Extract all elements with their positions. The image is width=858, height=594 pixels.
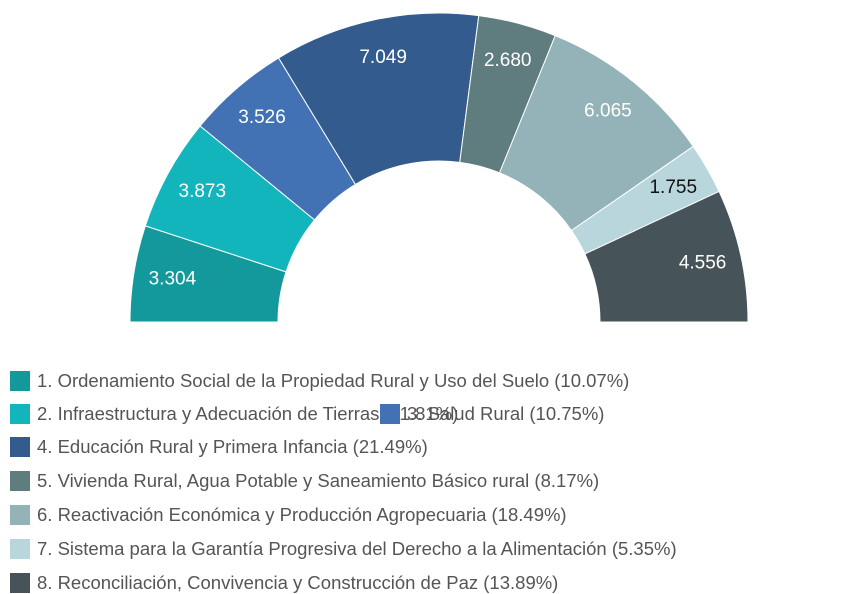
legend-swatch (10, 371, 30, 391)
slice-label: 7.049 (359, 47, 407, 68)
slice-label: 3.873 (179, 181, 227, 202)
legend-text: 2. Infraestructura y Adecuación de Tierr… (37, 403, 458, 424)
legend-swatch (10, 573, 30, 593)
legend-swatch (380, 404, 400, 424)
slice-label: 1.755 (649, 177, 697, 198)
legend-text: 3. Salud Rural (10.75%) (407, 403, 604, 424)
legend-text: 6. Reactivación Económica y Producción A… (37, 504, 567, 525)
slice-label: 6.065 (584, 100, 632, 121)
slice-label: 3.304 (149, 268, 197, 289)
legend-text: 5. Vivienda Rural, Agua Potable y Saneam… (37, 470, 599, 491)
legend-text: 8. Reconciliación, Convivencia y Constru… (37, 572, 558, 593)
legend-swatch (10, 404, 30, 424)
legend-swatch (10, 437, 30, 457)
slice-label: 2.680 (484, 50, 532, 71)
slice-label: 4.556 (679, 253, 727, 274)
legend-text: 4. Educación Rural y Primera Infancia (2… (37, 436, 428, 457)
slice (584, 190, 749, 323)
legend-text: 7. Sistema para la Garantía Progresiva d… (37, 538, 677, 559)
legend-swatch (10, 539, 30, 559)
legend-swatch (10, 505, 30, 525)
legend-text: 1. Ordenamiento Social de la Propiedad R… (37, 370, 629, 391)
slice-label: 3.526 (238, 107, 286, 128)
legend-swatch (10, 471, 30, 491)
